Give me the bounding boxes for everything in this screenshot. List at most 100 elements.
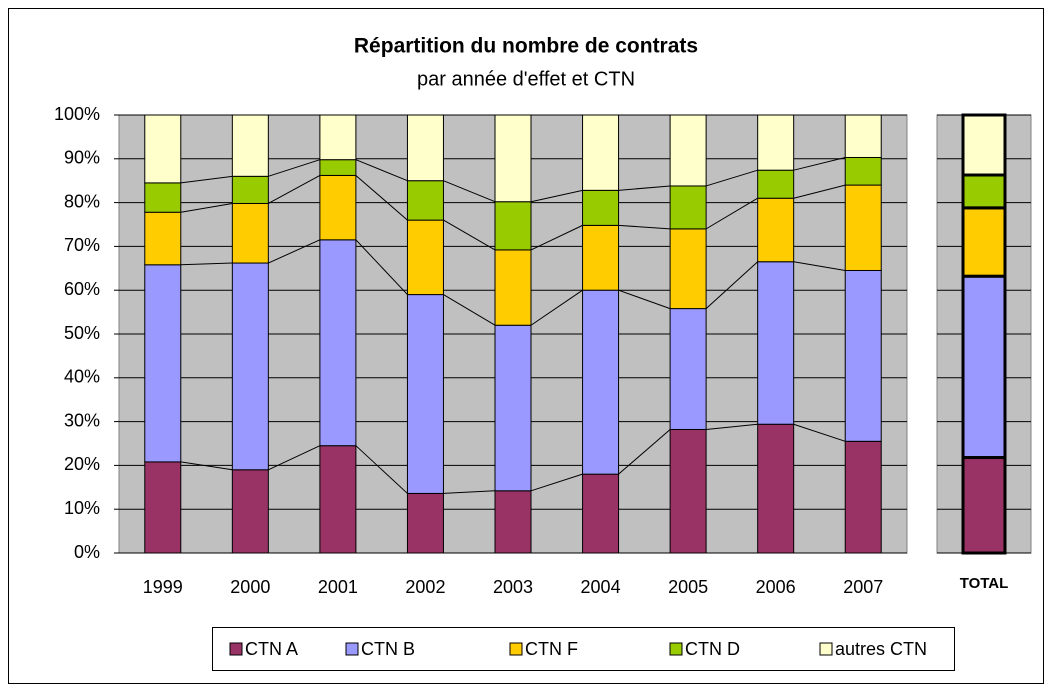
bar-segment bbox=[844, 184, 882, 271]
legend-swatch bbox=[819, 642, 833, 656]
bar-segment bbox=[231, 469, 269, 554]
y-tick-label: 50% bbox=[64, 323, 100, 343]
x-tick-label: 2005 bbox=[668, 577, 708, 597]
bar-segment bbox=[757, 169, 795, 199]
series-line bbox=[705, 261, 759, 309]
bar-segment bbox=[582, 224, 620, 291]
bar-segment bbox=[144, 182, 182, 213]
bar-segment bbox=[582, 189, 620, 226]
bar-segment bbox=[961, 206, 1007, 278]
legend-swatch bbox=[345, 642, 359, 656]
bar-segment bbox=[494, 201, 532, 251]
series-line bbox=[705, 197, 758, 230]
series-line bbox=[443, 294, 496, 326]
legend-swatch bbox=[669, 642, 683, 656]
legend-swatch bbox=[229, 642, 243, 656]
series-line bbox=[268, 175, 321, 204]
bar-segment bbox=[319, 174, 357, 241]
bar-segment bbox=[582, 473, 620, 554]
x-tick-label: 2006 bbox=[756, 577, 796, 597]
series-line bbox=[268, 445, 321, 471]
series-line bbox=[618, 224, 671, 230]
legend-label: CTN F bbox=[525, 639, 578, 659]
bar-segment bbox=[961, 173, 1007, 210]
x-tick-label: 2000 bbox=[230, 577, 270, 597]
bar-segment bbox=[757, 114, 795, 171]
series-line bbox=[355, 445, 408, 494]
bar-segment bbox=[844, 114, 882, 158]
bar-segment bbox=[144, 114, 182, 184]
x-tick-label: 1999 bbox=[143, 577, 183, 597]
bar-segment bbox=[582, 114, 620, 191]
bar-segment bbox=[319, 159, 357, 176]
x-tick-label: 2003 bbox=[493, 577, 533, 597]
legend-label: CTN B bbox=[361, 639, 415, 659]
bar-segment bbox=[494, 114, 532, 203]
series-line bbox=[268, 159, 321, 177]
bar-segment bbox=[669, 185, 707, 230]
chart-title: Répartition du nombre de contrats bbox=[354, 35, 698, 58]
x-tick-label: 2001 bbox=[318, 577, 358, 597]
legend-swatch bbox=[509, 642, 523, 656]
series-line bbox=[793, 184, 846, 199]
y-tick-label: 90% bbox=[64, 148, 100, 168]
bar-segment bbox=[231, 175, 269, 204]
x-tick-label: 2002 bbox=[405, 577, 445, 597]
bar-segment bbox=[406, 114, 444, 182]
bar-segment bbox=[494, 490, 532, 554]
bar-segment bbox=[494, 249, 532, 326]
series-line bbox=[793, 423, 846, 442]
x-tick-label: TOTAL bbox=[960, 575, 1009, 592]
series-line bbox=[530, 289, 583, 326]
y-tick-label: 40% bbox=[64, 367, 100, 387]
y-tick-label: 60% bbox=[64, 279, 100, 299]
series-line bbox=[443, 180, 496, 203]
series-line bbox=[705, 169, 758, 187]
series-line bbox=[793, 157, 846, 171]
x-tick-label: 2004 bbox=[581, 577, 621, 597]
y-tick-label: 70% bbox=[64, 235, 100, 255]
series-line bbox=[530, 224, 583, 251]
bar-segment bbox=[319, 445, 357, 554]
bar-segment bbox=[144, 461, 182, 554]
y-tick-label: 20% bbox=[64, 454, 100, 474]
legend-label: CTN D bbox=[685, 639, 740, 659]
bar-segment bbox=[961, 113, 1007, 177]
series-line bbox=[268, 239, 321, 264]
bar-segment bbox=[669, 114, 707, 187]
series-line bbox=[180, 202, 233, 213]
series-line bbox=[706, 423, 758, 430]
series-line bbox=[180, 262, 233, 266]
y-tick-label: 100% bbox=[54, 104, 100, 124]
bar-segment bbox=[231, 114, 269, 177]
bar-segment bbox=[669, 428, 707, 554]
bar-segment bbox=[844, 156, 882, 186]
series-line bbox=[530, 473, 583, 492]
bar-segment bbox=[844, 440, 882, 554]
legend-label: CTN A bbox=[245, 639, 298, 659]
bar-segment bbox=[757, 423, 795, 554]
y-tick-label: 0% bbox=[74, 542, 100, 562]
bar-segment bbox=[494, 324, 532, 492]
bar-segment bbox=[144, 264, 182, 463]
bar-segment bbox=[961, 274, 1007, 460]
y-tick-label: 30% bbox=[64, 410, 100, 430]
bar-segment bbox=[757, 261, 795, 425]
series-line bbox=[443, 219, 496, 251]
series-line bbox=[355, 159, 408, 182]
series-line bbox=[793, 261, 846, 271]
y-tick-label: 10% bbox=[64, 498, 100, 518]
series-line bbox=[443, 490, 496, 494]
series-line bbox=[355, 239, 408, 295]
bar-segment bbox=[406, 219, 444, 296]
legend-label: autres CTN bbox=[835, 639, 927, 659]
bar-segment bbox=[669, 308, 707, 430]
bar-segment bbox=[669, 228, 707, 310]
bar-segment bbox=[231, 202, 269, 264]
bar-segment bbox=[319, 239, 357, 447]
bar-segment bbox=[406, 180, 444, 221]
bar-segment bbox=[144, 211, 182, 266]
x-tick-label: 2007 bbox=[843, 577, 883, 597]
series-line bbox=[180, 175, 233, 184]
